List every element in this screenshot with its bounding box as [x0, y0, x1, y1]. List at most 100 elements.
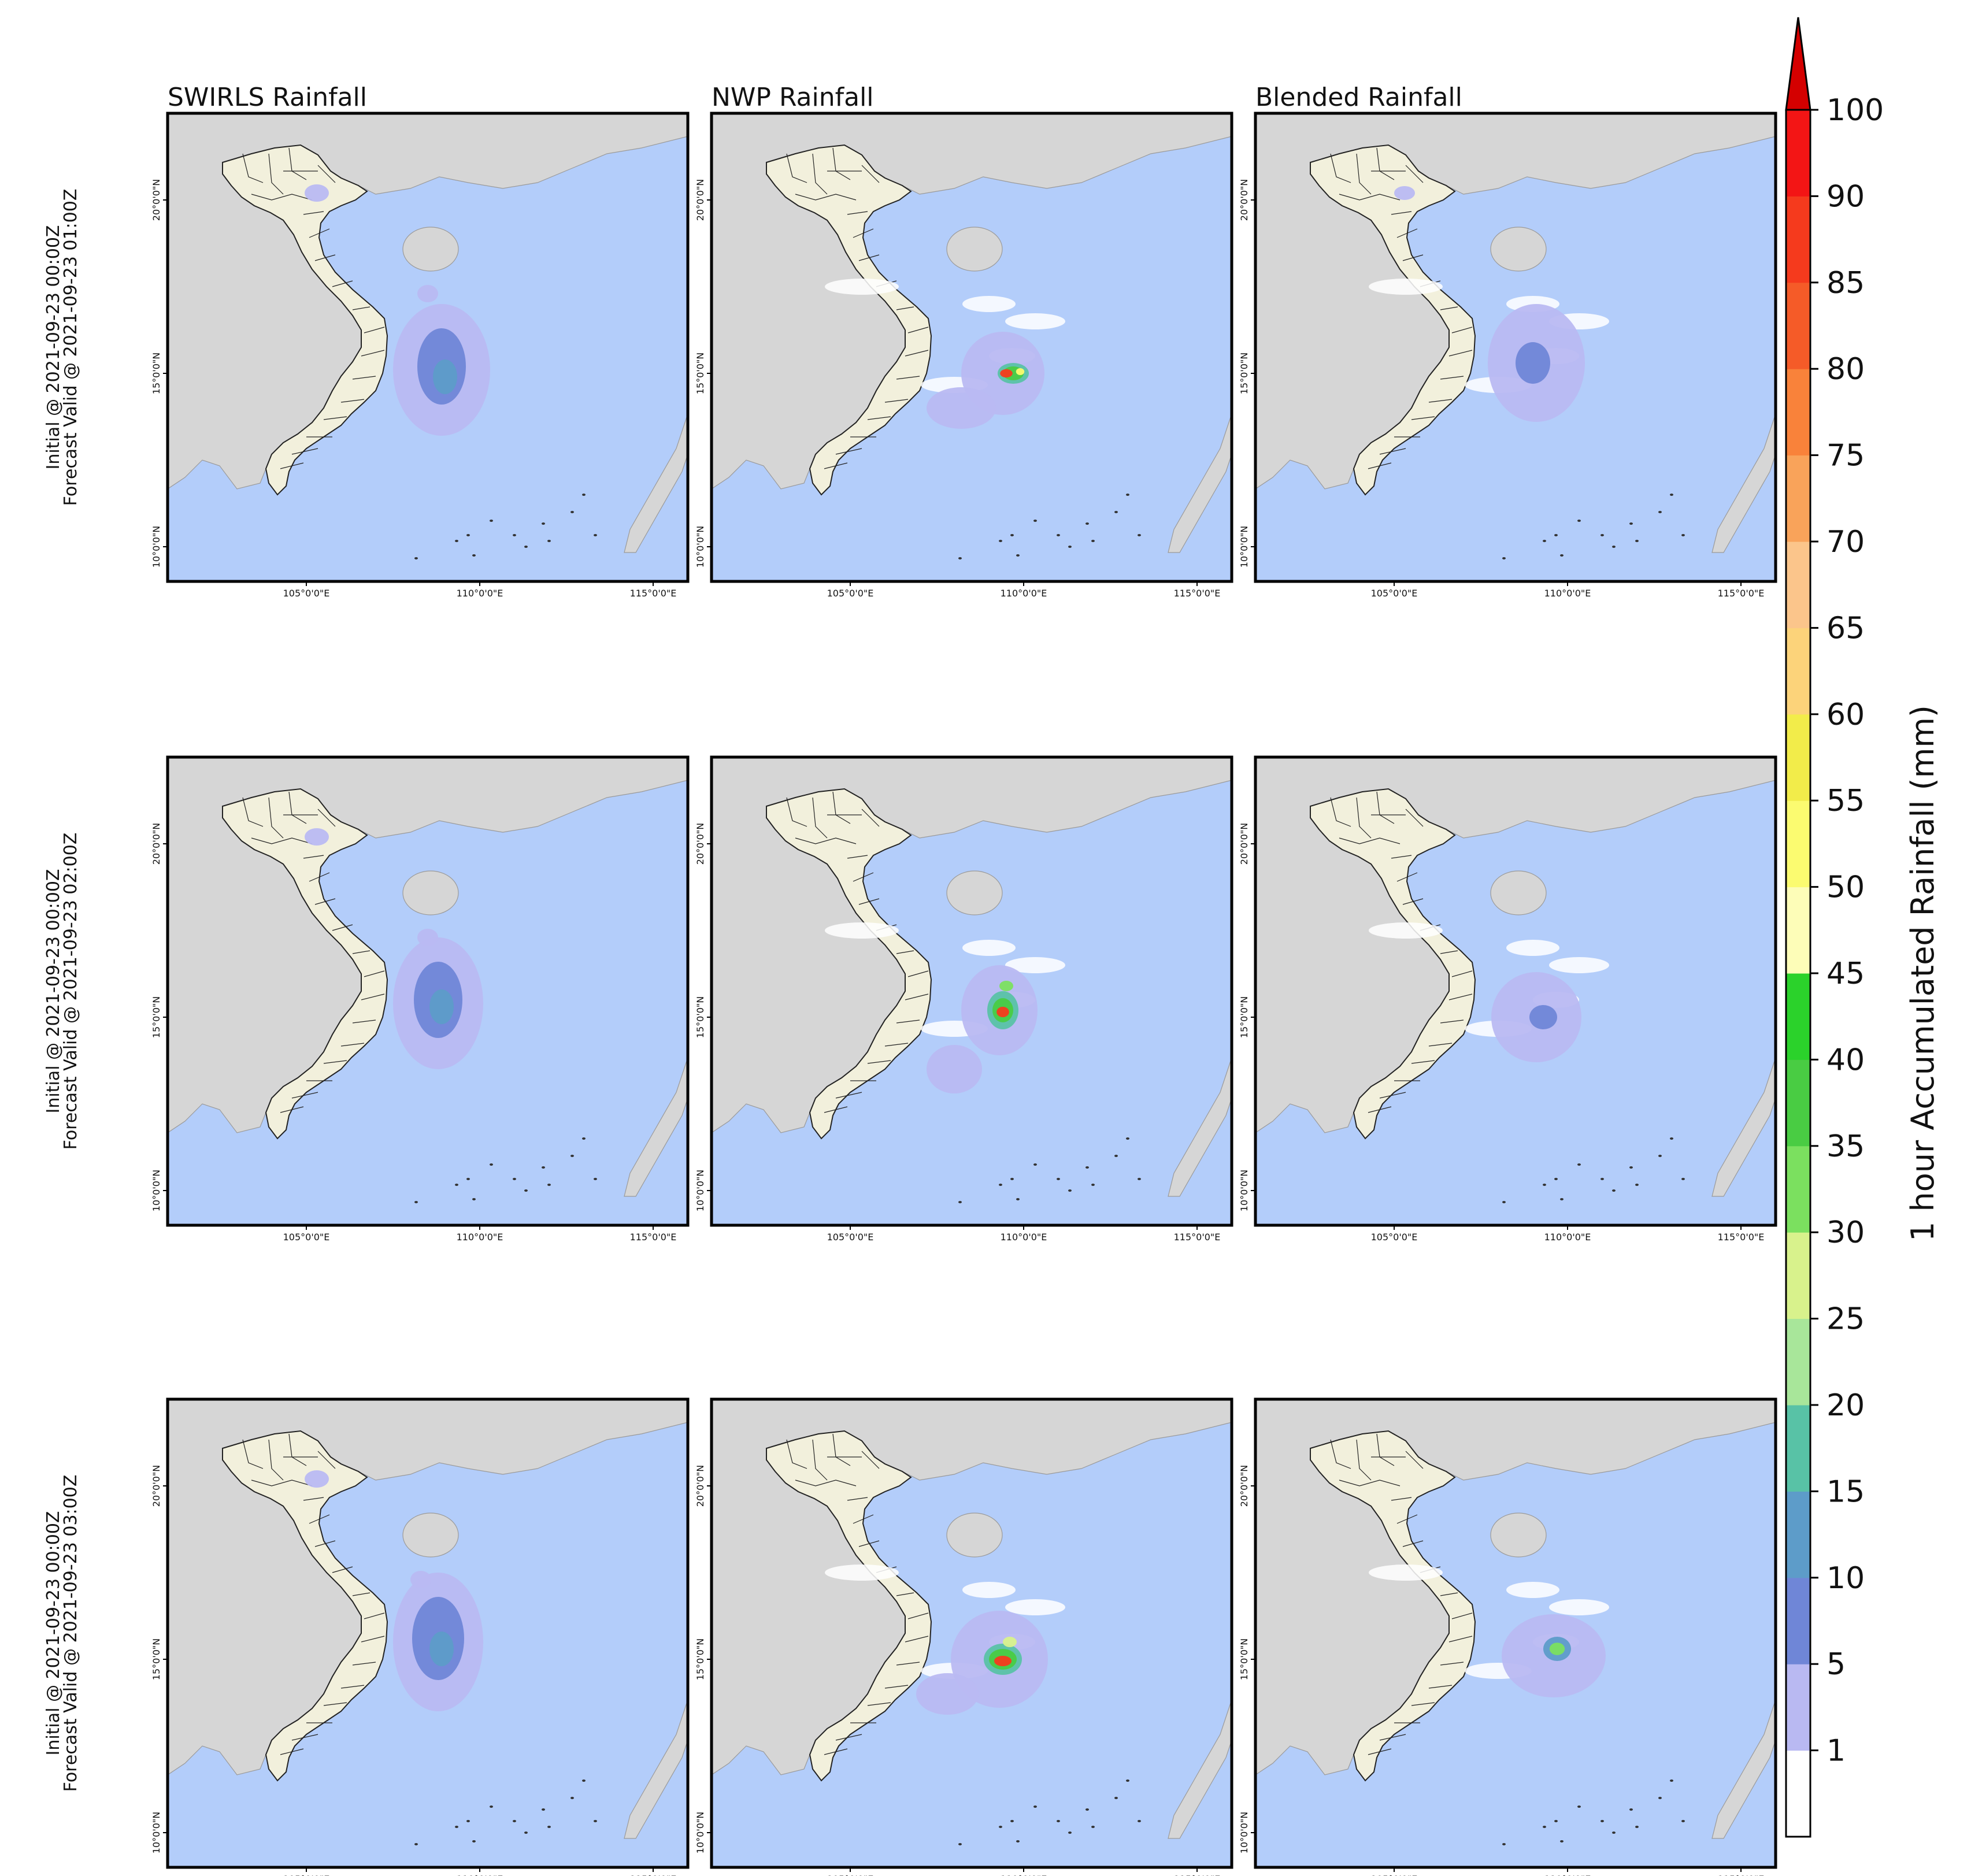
colorbar-tick-label: 10: [1826, 1561, 1865, 1596]
island: [1057, 1820, 1060, 1822]
island: [1126, 1137, 1129, 1140]
lon-tick-label: 115°0'0"E: [1718, 1232, 1765, 1243]
island: [1629, 1166, 1633, 1169]
light-rain-patch: [1005, 313, 1065, 329]
island: [1635, 540, 1639, 542]
lon-tick-label: 110°0'0"E: [1544, 588, 1591, 599]
rain-area: [305, 184, 329, 202]
row-label-initial: Initial @ 2021-09-23 00:00Z: [43, 869, 64, 1114]
island: [1010, 1178, 1014, 1180]
colorbar-tick-label: 5: [1826, 1647, 1846, 1682]
colorbar-segment: [1786, 455, 1810, 542]
island: [570, 1797, 574, 1799]
colorbar-tick-label: 90: [1826, 179, 1865, 214]
island: [1016, 1198, 1020, 1200]
island: [1502, 1843, 1506, 1845]
colorbar-segment: [1786, 282, 1810, 369]
lat-tick-label: 20°0'0"N: [695, 1465, 706, 1507]
island: [1114, 1155, 1118, 1157]
lon-tick-label: 105°0'0"E: [1371, 588, 1418, 599]
rain-area: [999, 981, 1013, 991]
island: [1560, 1840, 1564, 1842]
island: [999, 540, 1002, 542]
rain-area: [429, 1632, 454, 1666]
island: [1670, 1137, 1673, 1140]
map-panel-swirls-0: 105°0'0"E 110°0'0"E 115°0'0"E 20°0'0"N 15°0'…: [151, 112, 690, 599]
island: [1033, 520, 1037, 522]
island: [490, 1805, 493, 1808]
light-rain-patch: [825, 279, 899, 295]
map-panel-blended-1: 105°0'0"E 110°0'0"E 115°0'0"E 20°0'0"N 15°0'…: [1239, 755, 1777, 1243]
panel-frame: [710, 1397, 1233, 1869]
lat-tick-label: 15°0'0"N: [1239, 1638, 1250, 1680]
colorbar-tick-label: 50: [1826, 870, 1865, 905]
lon-tick-label: 105°0'0"E: [827, 1874, 874, 1876]
lon-tick-label: 115°0'0"E: [1174, 588, 1221, 599]
island: [1068, 546, 1072, 548]
colorbar-tick-label: 15: [1826, 1474, 1865, 1509]
lon-tick-label: 115°0'0"E: [1174, 1874, 1221, 1876]
lat-tick-label: 20°0'0"N: [151, 823, 162, 865]
island: [455, 1184, 458, 1186]
panel-frame: [710, 755, 1233, 1227]
lon-tick-label: 115°0'0"E: [630, 1232, 677, 1243]
colorbar-segment: [1786, 369, 1810, 456]
island: [547, 1184, 551, 1186]
hainan-island: [946, 870, 1003, 915]
rain-area: [996, 1007, 1009, 1017]
colorbar-segment: [1786, 1232, 1810, 1319]
column-title-0: SWIRLS Rainfall: [168, 83, 367, 112]
colorbar-tick-label: 60: [1826, 698, 1865, 732]
island: [472, 1198, 476, 1200]
island: [1554, 1178, 1558, 1180]
lon-tick-label: 110°0'0"E: [457, 1874, 503, 1876]
hainan-island: [946, 1512, 1003, 1558]
colorbar-tick-label: 55: [1826, 784, 1865, 818]
philippines-land: [1711, 1699, 1776, 1839]
colorbar-segment: [1786, 110, 1810, 197]
rain-area: [1000, 369, 1013, 378]
light-rain-patch: [1369, 922, 1443, 939]
island: [1577, 1163, 1581, 1166]
island: [1612, 1189, 1616, 1192]
island: [1138, 1178, 1141, 1180]
rain-area: [417, 929, 438, 946]
island: [1554, 1820, 1558, 1822]
lon-tick-label: 105°0'0"E: [827, 588, 874, 599]
island: [513, 1178, 516, 1180]
colorbar-segment: [1786, 196, 1810, 283]
island: [1629, 522, 1633, 525]
island: [1658, 511, 1662, 513]
rain-area: [994, 1656, 1012, 1666]
philippines-land: [1711, 413, 1776, 553]
colorbar-tick-label: 75: [1826, 439, 1865, 473]
colorbar-tick-label: 20: [1826, 1388, 1865, 1423]
island: [466, 534, 470, 536]
lon-tick-label: 110°0'0"E: [1544, 1874, 1591, 1876]
island: [1560, 554, 1564, 557]
map-panel-nwp-2: 105°0'0"E 110°0'0"E 115°0'0"E 20°0'0"N 15°0'…: [695, 1397, 1233, 1876]
rain-area: [1529, 1005, 1557, 1029]
island: [1114, 511, 1118, 513]
island: [1033, 1805, 1037, 1808]
colorbar-segment: [1786, 1145, 1810, 1233]
island: [466, 1178, 470, 1180]
island: [1114, 1797, 1118, 1799]
island: [1629, 1808, 1633, 1811]
island: [1057, 1178, 1060, 1180]
map-panel-swirls-2: 105°0'0"E 110°0'0"E 115°0'0"E 20°0'0"N 15°0'…: [151, 1397, 690, 1876]
colorbar-segment: [1786, 973, 1810, 1060]
island: [1600, 534, 1604, 536]
light-rain-patch: [1005, 957, 1065, 973]
panel-frame: [166, 1397, 690, 1869]
island: [1670, 494, 1673, 496]
island: [542, 522, 545, 525]
lat-tick-label: 10°0'0"N: [151, 1170, 162, 1211]
philippines-land: [1168, 1057, 1232, 1197]
light-rain-patch: [1506, 940, 1559, 956]
column-title-2: Blended Rainfall: [1255, 83, 1462, 112]
lat-tick-label: 10°0'0"N: [151, 526, 162, 568]
